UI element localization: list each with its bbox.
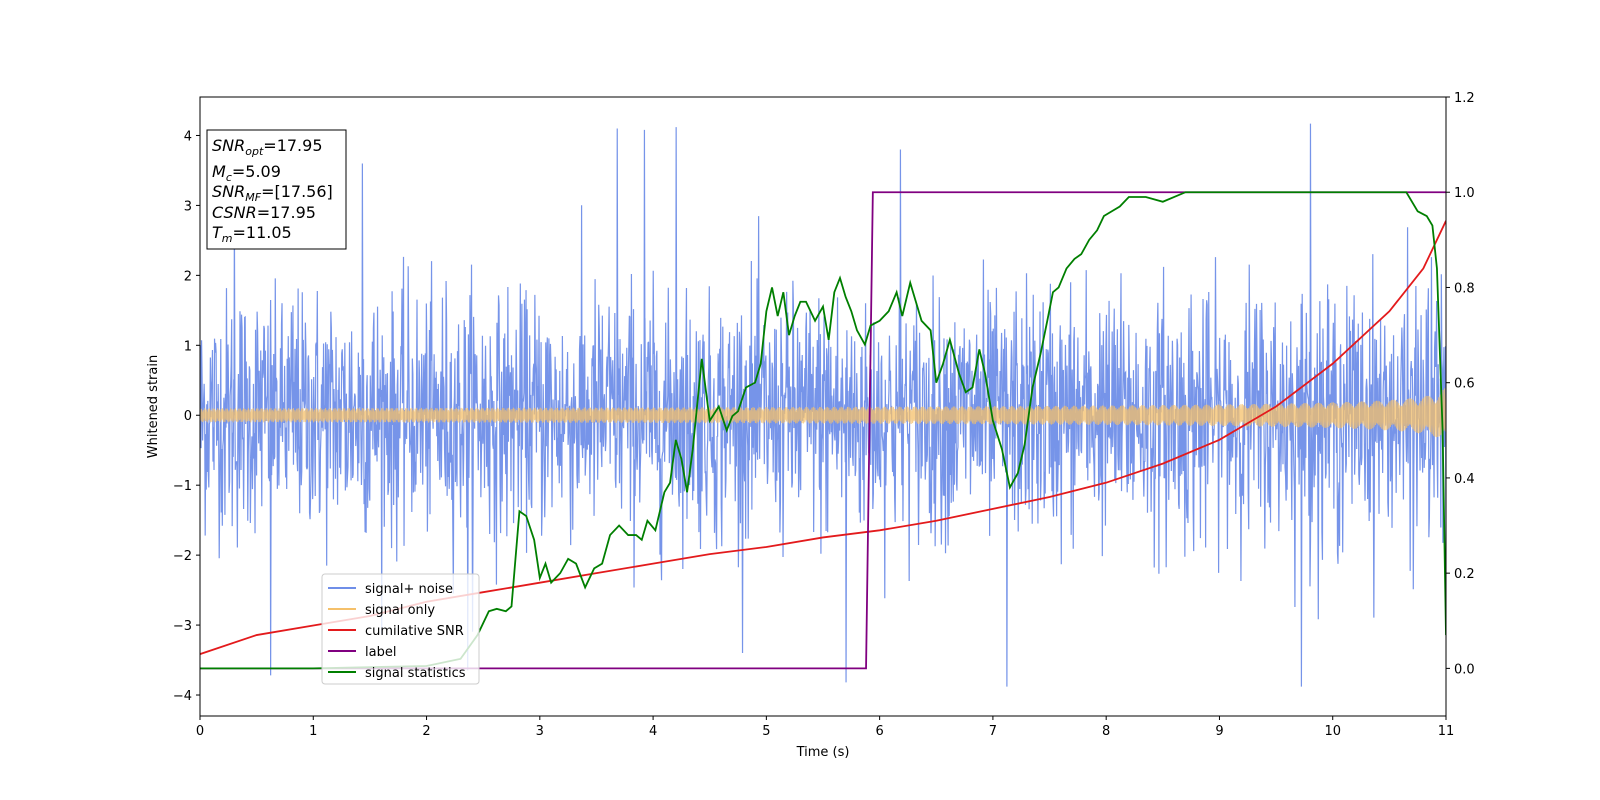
- y2-tick-label: 0.0: [1454, 662, 1475, 677]
- y2-tick-label: 0.6: [1454, 377, 1475, 392]
- legend: signal+ noise signal only cumilative SNR la…: [321, 573, 480, 685]
- info-csnr: CSNR=17.95: [212, 203, 316, 222]
- y2-tick-label: 0.4: [1454, 472, 1475, 487]
- x-tick-label: 11: [1438, 724, 1455, 739]
- y2-tick-label: 0.8: [1454, 281, 1475, 296]
- legend-frame: [321, 573, 480, 685]
- info-snr-mf: SNRMF=[17.56]: [212, 182, 333, 204]
- info-box: SNRopt=17.95 Mc=5.09 SNRMF=[17.56] CSNR=…: [206, 129, 347, 250]
- x-tick-label: 3: [536, 724, 544, 739]
- x-tick-label: 0: [196, 724, 204, 739]
- y-tick-label: −3: [173, 619, 192, 634]
- y-tick-label: 1: [184, 339, 192, 354]
- x-tick-label: 2: [422, 724, 430, 739]
- y-tick-label: −2: [173, 549, 192, 564]
- legend-item: signal+ noise: [328, 582, 453, 597]
- x-tick-label: 1: [309, 724, 317, 739]
- info-tm: Tm=11.05: [212, 223, 292, 245]
- y-tick-label: −1: [173, 479, 192, 494]
- info-snr-opt: SNRopt=17.95: [212, 136, 323, 158]
- x-tick-label: 10: [1324, 724, 1341, 739]
- y-tick-label: −4: [173, 689, 192, 704]
- x-tick-label: 8: [1102, 724, 1110, 739]
- y-tick-label: 4: [184, 129, 192, 144]
- legend-item: cumilative SNR: [328, 624, 464, 639]
- legend-label: signal+ noise: [365, 582, 453, 597]
- legend-item: label: [328, 645, 396, 660]
- y-tick-label: 2: [184, 269, 192, 284]
- ticks: 0 1 2 3 4 5 6 7 8 9 10 11 −4 −3 −2 −1 0 1 2 3 4 0.0 0.2 0.4 0.6 0…: [173, 91, 1475, 739]
- series-signal-statistics: [200, 191, 1446, 670]
- axes-frame: [199, 96, 1447, 717]
- x-tick-label: 5: [762, 724, 770, 739]
- info-box-frame: [206, 129, 347, 250]
- legend-item: signal statistics: [328, 666, 466, 681]
- y-tick-label: 3: [184, 199, 192, 214]
- y-tick-label: 0: [184, 409, 192, 424]
- y2-tick-label: 1.0: [1454, 186, 1475, 201]
- x-tick-label: 9: [1215, 724, 1223, 739]
- series-signal-only: [200, 387, 1446, 438]
- legend-label: signal statistics: [365, 666, 466, 681]
- y2-tick-label: 1.2: [1454, 91, 1475, 106]
- info-mc: Mc=5.09: [212, 162, 281, 184]
- x-axis-label: Time (s): [796, 745, 850, 760]
- legend-label: cumilative SNR: [365, 624, 464, 639]
- y-axis-label: Whitened strain: [146, 355, 161, 458]
- x-tick-label: 7: [989, 724, 997, 739]
- legend-label: signal only: [365, 603, 435, 618]
- x-tick-label: 6: [875, 724, 883, 739]
- series-label: [200, 191, 1446, 670]
- y2-tick-label: 0.2: [1454, 567, 1475, 582]
- legend-label: label: [365, 645, 396, 660]
- x-tick-label: 4: [649, 724, 657, 739]
- legend-item: signal only: [328, 603, 435, 618]
